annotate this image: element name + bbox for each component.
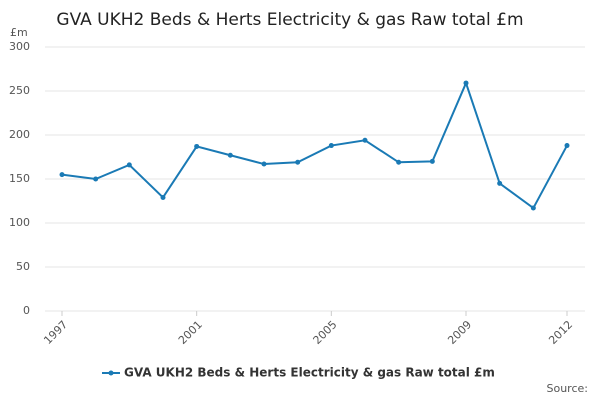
legend-label: GVA UKH2 Beds & Herts Electricity & gas …	[124, 366, 495, 380]
legend-marker	[108, 370, 114, 376]
chart-title: GVA UKH2 Beds & Herts Electricity & gas …	[56, 10, 523, 30]
data-point	[564, 143, 570, 149]
x-tick-label: 2012	[546, 318, 575, 347]
x-tick-label: 2001	[176, 318, 205, 347]
data-point	[126, 162, 132, 168]
x-tick-label: 1997	[41, 318, 70, 347]
x-tick-label: 2005	[311, 318, 340, 347]
y-tick-label: 200	[9, 128, 30, 141]
data-point	[429, 158, 435, 164]
y-tick-label: 300	[9, 40, 30, 53]
source: Source:	[547, 382, 589, 395]
data-line	[61, 80, 568, 210]
data-point	[194, 143, 200, 149]
data-point	[59, 172, 65, 178]
data-point	[497, 180, 503, 186]
data-point	[463, 80, 469, 86]
y-axis-label: £m	[10, 26, 28, 39]
y-tick-label: 150	[9, 172, 30, 185]
y-tick-label: 50	[16, 260, 30, 273]
data-point	[261, 161, 267, 167]
y-tick-label: 0	[23, 304, 30, 317]
x-tick-label: 2009	[445, 318, 474, 347]
data-point	[93, 176, 99, 182]
y-tick-label: 250	[9, 84, 30, 97]
data-point	[396, 159, 402, 165]
data-point	[160, 194, 166, 200]
data-point	[362, 137, 368, 143]
data-point	[328, 143, 334, 149]
data-point	[227, 152, 233, 158]
data-point	[530, 205, 536, 211]
y-tick-label: 100	[9, 216, 30, 229]
data-point	[295, 159, 301, 165]
